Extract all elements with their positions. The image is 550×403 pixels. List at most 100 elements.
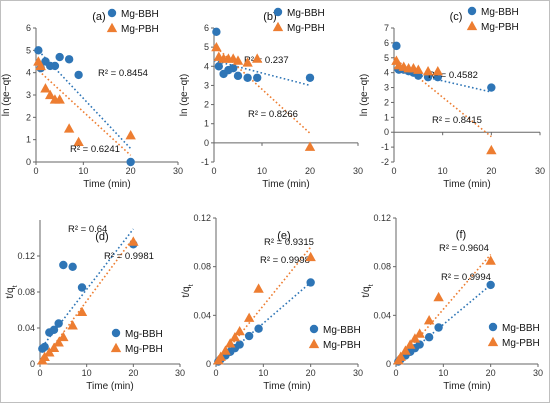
panel-label: (c) — [450, 11, 463, 23]
legend: Mg-BBH Mg-PBH — [272, 7, 325, 34]
y-tick-label: 5 — [384, 53, 389, 63]
legend-marker-mg-pbh — [272, 21, 284, 32]
data-point-mg-bbh — [59, 260, 68, 270]
y-tick-label: 0 — [30, 359, 35, 369]
x-tick-label: 20 — [126, 166, 136, 176]
y-tick-label: 2 — [384, 97, 389, 107]
data-point-mg-bbh — [235, 340, 244, 349]
data-point-mg-pbh — [125, 130, 136, 140]
x-tick-label: 30 — [533, 368, 543, 378]
x-tick-label: 0 — [33, 166, 38, 176]
legend-marker-mg-pbh — [466, 20, 478, 31]
data-point-mg-pbh — [305, 251, 316, 262]
data-point-mg-bbh — [50, 61, 60, 71]
x-tick-label: 20 — [305, 166, 315, 176]
y-tick-label: 1 — [26, 135, 31, 145]
data-point-mg-bbh — [244, 331, 254, 341]
y-tick-label: 4 — [204, 61, 209, 71]
y-tick-label: 0.08 — [373, 262, 391, 272]
data-point-mg-bbh — [68, 262, 77, 271]
data-point-mg-pbh — [211, 41, 222, 52]
data-point-mg-pbh — [48, 342, 60, 352]
data-point-mg-bbh — [74, 70, 83, 80]
legend-label-mg-pbh: Mg-PBH — [323, 340, 361, 351]
legend-marker-mg-bbh — [107, 8, 117, 18]
legend-marker-mg-bbh — [111, 328, 121, 338]
r2-label-mg-bbh: R² = 0.64 — [68, 224, 107, 235]
data-point-mg-pbh — [242, 57, 253, 67]
data-point-mg-bbh — [434, 323, 443, 332]
x-tick-label: 10 — [258, 368, 268, 378]
legend-marker-mg-pbh — [487, 336, 499, 347]
y-tick-label: 6 — [26, 23, 31, 33]
data-point-mg-bbh — [54, 319, 63, 328]
trendline-mg-pbh — [213, 44, 311, 134]
data-point-mg-bbh — [49, 325, 59, 334]
x-axis-title: Time (min) — [262, 179, 309, 190]
data-point-mg-pbh — [486, 144, 497, 155]
data-point-mg-bbh — [487, 83, 496, 92]
x-tick-label: 10 — [438, 368, 448, 378]
y-axis-title-subscript: t — [188, 284, 195, 286]
data-point-mg-pbh — [35, 60, 46, 71]
y-axis-title: ln (qe−qt) — [179, 74, 190, 117]
data-point-mg-pbh — [58, 331, 69, 342]
x-tick-label: 30 — [353, 368, 363, 378]
y-tick-label: 0.12 — [373, 213, 391, 223]
y-tick-label: 0.04 — [17, 323, 35, 333]
legend-marker-mg-bbh — [488, 322, 498, 332]
data-point-mg-pbh — [76, 306, 88, 316]
r2-label-mg-bbh: R² = 0.9998 — [260, 255, 310, 266]
data-point-mg-pbh — [252, 53, 263, 63]
y-tick-label: -2 — [381, 157, 389, 167]
r2-label-mg-bbh: R² = 0.237 — [244, 55, 289, 66]
y-tick-label: 0 — [204, 138, 209, 148]
data-point-mg-pbh — [433, 291, 444, 302]
x-tick-label: 30 — [353, 166, 363, 176]
x-tick-label: 0 — [211, 166, 216, 176]
y-tick-label: 2 — [204, 100, 209, 110]
y-axis-title: ln (qe−qt) — [1, 74, 12, 117]
x-tick-label: 0 — [391, 166, 396, 176]
data-point-mg-bbh — [424, 333, 434, 342]
legend-marker-mg-bbh — [273, 7, 283, 17]
x-tick-label: 10 — [438, 166, 448, 176]
data-point-mg-pbh — [423, 315, 435, 325]
data-point-mg-bbh — [64, 55, 74, 64]
legend-label-mg-bbh: Mg-BBH — [481, 7, 519, 18]
panel-label: (f) — [456, 229, 466, 241]
data-point-mg-pbh — [45, 89, 56, 100]
legend: Mg-BBH Mg-PBH — [106, 8, 159, 35]
x-axis-title: Time (min) — [86, 381, 133, 392]
y-tick-label: 0.04 — [193, 310, 211, 320]
x-tick-label: 20 — [486, 166, 496, 176]
x-tick-label: 0 — [393, 368, 398, 378]
x-tick-label: 20 — [486, 368, 496, 378]
x-axis-title: Time (min) — [83, 179, 130, 190]
data-point-mg-bbh — [77, 283, 87, 292]
legend-marker-mg-bbh — [309, 324, 319, 334]
data-point-mg-pbh — [395, 351, 406, 361]
y-tick-label: 0 — [26, 157, 31, 167]
data-point-mg-pbh — [405, 339, 416, 349]
data-point-mg-pbh — [40, 83, 51, 93]
r2-label-mg-bbh: R² = 0.9994 — [441, 272, 491, 283]
data-point-mg-pbh — [422, 65, 434, 76]
y-axis-title: t/qt — [361, 284, 375, 297]
x-tick-label: 20 — [306, 368, 316, 378]
x-axis-title: Time (min) — [443, 381, 490, 392]
legend: Mg-BBH Mg-PBH — [308, 324, 361, 351]
panel-a: 0 1 2 3 4 5 6 0 10 20 30 Time (min) ln (qe−qt) (a) R² … — [1, 8, 183, 190]
data-point-mg-pbh — [413, 64, 424, 74]
data-point-mg-pbh — [225, 338, 236, 348]
y-tick-label: 3 — [384, 83, 389, 93]
data-point-mg-bbh — [34, 46, 43, 55]
data-point-mg-bbh — [392, 41, 401, 51]
x-tick-label: 0 — [213, 368, 218, 378]
x-axis-title: Time (min) — [443, 179, 490, 190]
data-point-mg-bbh — [233, 71, 243, 81]
legend: Mg-BBH Mg-PBH — [466, 6, 519, 33]
legend-label-mg-bbh: Mg-BBH — [502, 323, 540, 334]
